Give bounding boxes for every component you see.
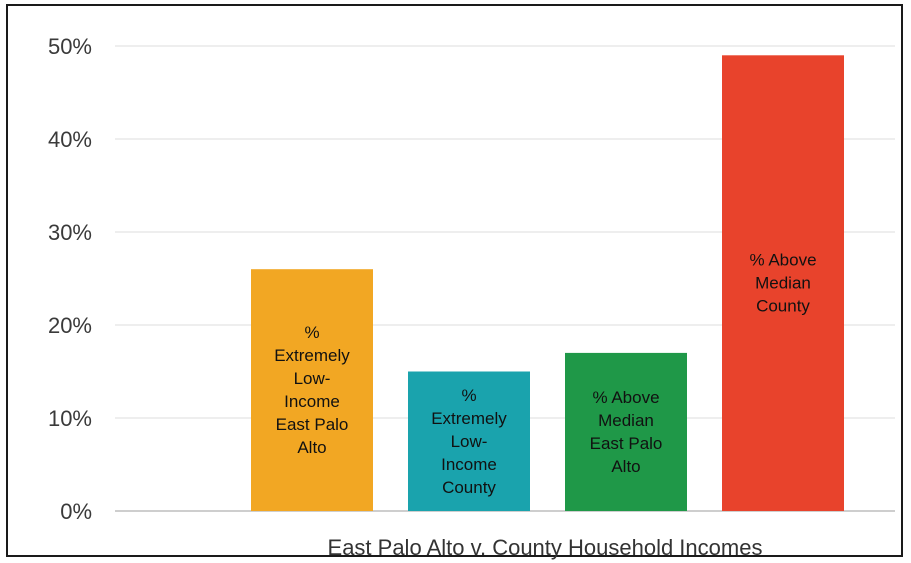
bar xyxy=(722,55,844,512)
y-tick-label: 50% xyxy=(48,34,92,59)
y-tick-label: 0% xyxy=(60,499,92,524)
y-tick-label: 10% xyxy=(48,406,92,431)
y-axis: 0% 10% 20% 30% 40% 50% xyxy=(48,34,92,524)
bar-label: % Extremely Low-Income County xyxy=(431,386,507,497)
bar-label: % Extremely Low-Income East Palo Alto xyxy=(274,323,350,457)
y-tick-label: 20% xyxy=(48,313,92,338)
y-tick-label: 30% xyxy=(48,220,92,245)
bar-label: % Above Median East Palo Alto xyxy=(590,388,663,476)
bar xyxy=(565,352,687,511)
y-tick-label: 40% xyxy=(48,127,92,152)
bars: % Extremely Low-Income East Palo Alto % Extrem… xyxy=(251,55,844,512)
x-axis-title: East Palo Alto v. County Household Incom… xyxy=(328,535,763,560)
bar-label: % Above Median County xyxy=(749,251,816,316)
bar xyxy=(408,371,530,511)
bar xyxy=(251,269,373,511)
